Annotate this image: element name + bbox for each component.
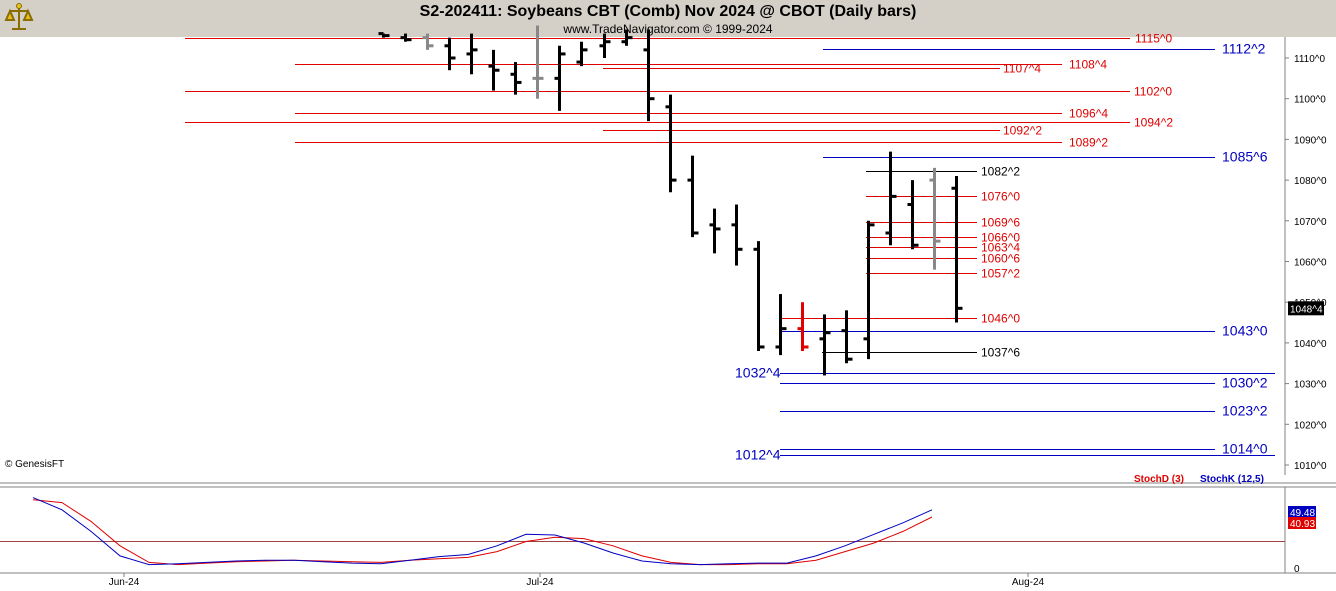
level-label: 1060^6 <box>981 252 1020 266</box>
stoch-d-value: 40.93 <box>1290 519 1315 530</box>
x-tick-label: Jul-24 <box>526 577 554 588</box>
stoch-d-legend: StochD (3) <box>1134 474 1184 485</box>
x-tick-label: Jun-24 <box>109 577 140 588</box>
trade-navigator-logo-icon <box>4 3 34 30</box>
stoch-y-tick-label: 0 <box>1294 564 1300 575</box>
y-tick-label: 1090^0 <box>1294 135 1327 146</box>
stoch-d-value-box <box>1288 517 1316 529</box>
level-label: 1030^2 <box>1222 375 1268 391</box>
y-tick-label: 1010^0 <box>1294 461 1327 472</box>
last-price-box <box>1288 301 1324 316</box>
level-label: 1089^2 <box>1069 136 1108 150</box>
level-label: 1023^2 <box>1222 403 1268 419</box>
x-tick-label: Aug-24 <box>1012 577 1045 588</box>
y-tick-label: 1060^0 <box>1294 258 1327 269</box>
level-label: 1032^4 <box>735 365 781 381</box>
level-label: 1076^0 <box>981 190 1020 204</box>
y-tick-label: 1110^0 <box>1294 54 1325 65</box>
level-label: 1037^6 <box>981 346 1020 360</box>
price-y-axis: 1110^01100^01090^01080^01070^01060^01050… <box>1285 54 1327 472</box>
y-tick-label: 1040^0 <box>1294 339 1327 350</box>
stoch-k-legend: StochK (12,5) <box>1200 474 1264 485</box>
chart-subtitle: www.TradeNavigator.com © 1999-2024 <box>563 22 773 36</box>
level-label: 1107^4 <box>1003 62 1041 76</box>
stoch-series-line <box>32 497 933 566</box>
stoch-series-line <box>32 499 933 566</box>
level-label: 1096^4 <box>1069 107 1108 121</box>
price-levels: 1115^0 1112^2 1108^4 1107^4 1102^0 1096^4 1094… <box>185 32 1275 463</box>
level-label: 1108^4 <box>1069 58 1107 72</box>
y-tick-label: 1100^0 <box>1294 95 1326 106</box>
level-label: 1043^0 <box>1222 323 1268 339</box>
stoch-k-value-box <box>1288 506 1316 518</box>
level-label: 1085^6 <box>1222 149 1268 165</box>
level-label: 1057^2 <box>981 267 1020 281</box>
level-label: 1066^0 <box>981 231 1020 245</box>
level-label: 1094^2 <box>1134 116 1173 130</box>
y-tick-label: 1080^0 <box>1294 176 1327 187</box>
level-label: 1012^4 <box>735 447 781 463</box>
y-tick-label: 1030^0 <box>1294 380 1327 391</box>
date-x-axis: Jun-24 Jul-24 Aug-24 <box>109 573 1045 588</box>
copyright-label: © GenesisFT <box>5 459 64 470</box>
level-label: 1092^2 <box>1003 124 1042 138</box>
level-label: 1046^0 <box>981 312 1020 326</box>
title-bar: S2-202411: Soybeans CBT (Comb) Nov 2024 … <box>0 0 1336 37</box>
level-label: 1112^2 <box>1222 41 1266 57</box>
chart-title: S2-202411: Soybeans CBT (Comb) Nov 2024 … <box>419 3 917 20</box>
level-label: 1102^0 <box>1134 85 1172 99</box>
level-label: 1069^6 <box>981 216 1020 230</box>
stoch-k-value: 49.48 <box>1290 508 1315 519</box>
level-label: 1115^0 <box>1135 32 1173 46</box>
last-price-label: 1048^4 <box>1290 304 1323 315</box>
level-label: 1063^4 <box>981 241 1020 255</box>
y-tick-label: 1020^0 <box>1294 420 1327 431</box>
level-label: 1082^2 <box>981 165 1020 179</box>
price-bars <box>378 25 963 376</box>
level-label: 1014^0 <box>1222 441 1268 457</box>
y-tick-label: 1070^0 <box>1294 217 1327 228</box>
